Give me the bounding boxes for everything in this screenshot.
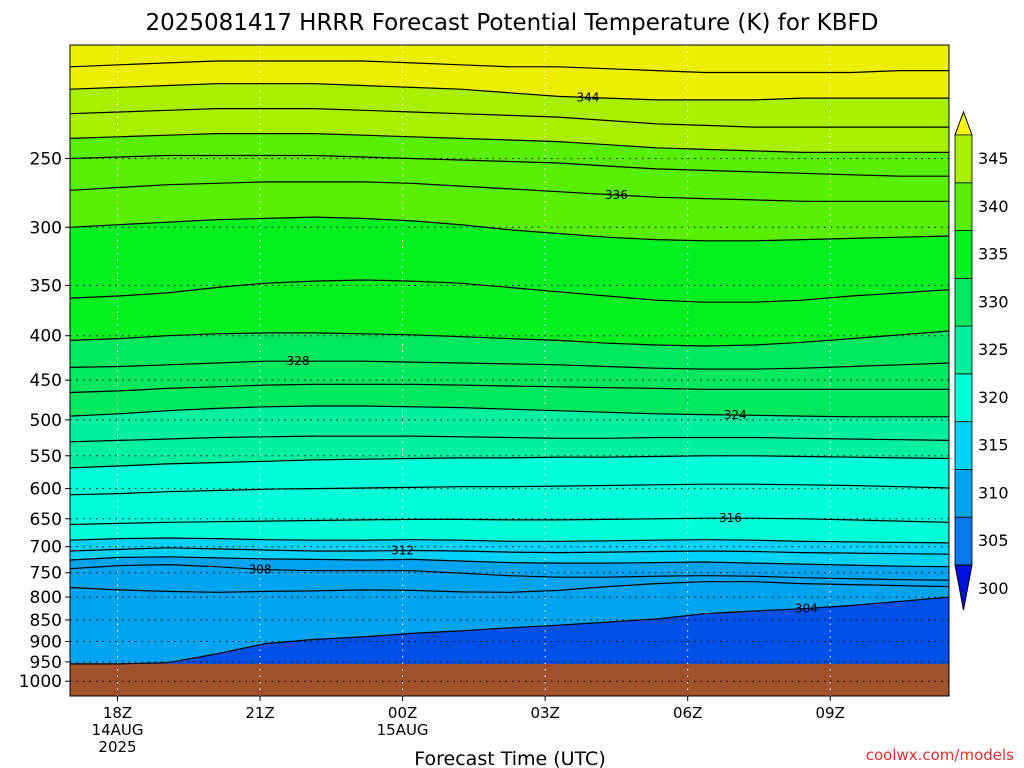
x-tick-label: 00Z (388, 704, 417, 722)
contour-330 (70, 330, 949, 347)
contour-322 (70, 435, 949, 443)
contour-332 (70, 279, 949, 303)
colorbar: 300 305 310 315 320 325 330 335 340 345 (954, 110, 1009, 611)
y-tick-label: 650 (30, 510, 62, 530)
x-tick-label: 06Z (673, 704, 702, 722)
contour-308 (70, 563, 949, 581)
plot-frame (69, 44, 950, 697)
x-axis-label: Forecast Time (UTC) (414, 748, 605, 768)
credit-text: coolwx.com/models (866, 746, 1014, 764)
contour-layer (70, 60, 949, 665)
colorbar-tick-label: 325 (978, 340, 1009, 359)
contour-320 (70, 455, 949, 469)
contour-334 (70, 216, 949, 242)
contour-342 (70, 108, 949, 128)
contour-318 (70, 483, 949, 496)
contour-label-328: 328 (287, 354, 310, 368)
contour-346 (70, 60, 949, 74)
y-tick-label: 350 (30, 276, 62, 296)
contour-324 (70, 405, 949, 418)
colorbar-tick-label: 300 (978, 579, 1009, 598)
x-tick-label: 21Z (245, 704, 274, 722)
contour-label-308: 308 (249, 562, 272, 576)
colorbar-segment (954, 373, 973, 423)
y-tick-label: 400 (30, 327, 62, 347)
y-tick-label: 750 (30, 564, 62, 584)
x-tick-label: 18Z (103, 704, 132, 722)
contour-336 (70, 181, 949, 202)
colorbar-segment (954, 325, 973, 375)
colorbar-tick-label: 335 (978, 245, 1009, 264)
colorbar-tick-label: 305 (978, 531, 1009, 550)
ground-fill (70, 663, 949, 696)
x-tick-date: 14AUG (92, 721, 144, 739)
y-tick-label: 450 (30, 371, 62, 391)
colorbar-tick-label: 345 (978, 149, 1009, 168)
colorbar-segment (954, 277, 973, 327)
x-tick-year: 2025 (98, 738, 136, 756)
y-tick-label: 550 (30, 447, 62, 467)
y-tick-label: 850 (30, 611, 62, 631)
y-tick-label: 300 (30, 218, 62, 238)
ground-layer (70, 663, 949, 696)
x-tick-label: 03Z (530, 704, 559, 722)
contour-label-324: 324 (724, 408, 747, 422)
y-tick-label: 800 (30, 588, 62, 608)
colorbar-tick-label: 330 (978, 292, 1009, 311)
contour-label-336: 336 (605, 188, 628, 202)
colorbar-tick-label: 320 (978, 388, 1009, 407)
contour-310 (70, 556, 949, 568)
contour-338 (70, 154, 949, 177)
contour-label-304: 304 (795, 601, 818, 615)
y-tick-label: 950 (30, 653, 62, 673)
temperature-fill-layer (70, 45, 949, 696)
colorbar-extend-bottom (954, 564, 973, 611)
colorbar-segment (954, 230, 973, 279)
y-axis: 2503003504004505005506006507007508008509… (19, 150, 70, 692)
contour-344 (70, 83, 949, 101)
y-tick-label: 250 (30, 150, 62, 170)
contour-label-312: 312 (391, 544, 414, 558)
grid-layer (70, 45, 949, 696)
contour-label-344: 344 (576, 90, 599, 104)
contour-label-316: 316 (719, 511, 742, 525)
y-tick-label: 500 (30, 411, 62, 431)
contour-label-layer: 304 308 312 316 324 328 336 344 (249, 90, 818, 615)
y-tick-label: 700 (30, 538, 62, 558)
y-tick-label: 1000 (19, 672, 62, 692)
contour-306 (70, 581, 949, 593)
y-tick-label: 600 (30, 480, 62, 500)
x-tick-label: 09Z (816, 704, 845, 722)
colorbar-segment (954, 516, 973, 566)
colorbar-segment (954, 182, 973, 231)
contour-340 (70, 133, 949, 153)
x-tick-date: 15AUG (377, 721, 429, 739)
contour-326 (70, 383, 949, 394)
colorbar-tick-label: 340 (978, 197, 1009, 216)
contour-328 (70, 360, 949, 370)
chart-title: 2025081417 HRRR Forecast Potential Tempe… (146, 10, 879, 36)
contour-304 (70, 596, 949, 665)
contour-316 (70, 517, 949, 526)
colorbar-extend-top (954, 110, 973, 136)
y-tick-label: 900 (30, 632, 62, 652)
colorbar-tick-label: 310 (978, 483, 1009, 502)
colorbar-tick-label: 315 (978, 436, 1009, 455)
contour-314 (70, 537, 949, 544)
colorbar-segment (954, 469, 973, 518)
contour-312 (70, 547, 949, 555)
colorbar-segment (954, 134, 973, 184)
colorbar-segment (954, 421, 973, 470)
